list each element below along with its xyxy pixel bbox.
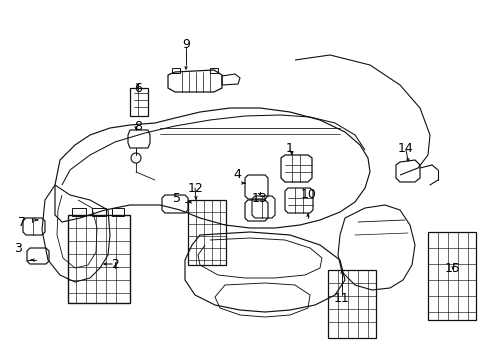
Text: 14: 14: [397, 141, 413, 154]
Bar: [172, 68, 180, 73]
Text: 5: 5: [173, 192, 181, 204]
Text: 3: 3: [14, 242, 22, 255]
Text: 8: 8: [134, 120, 142, 132]
Text: 1: 1: [285, 141, 293, 154]
Bar: [327, 270, 375, 338]
Text: 7: 7: [18, 216, 26, 229]
Bar: [427, 232, 475, 320]
Bar: [72, 208, 86, 216]
Bar: [209, 68, 218, 73]
Text: 13: 13: [252, 192, 267, 204]
Bar: [112, 208, 124, 216]
Text: 2: 2: [111, 258, 119, 271]
Text: 11: 11: [333, 292, 349, 305]
Text: 4: 4: [233, 168, 241, 181]
Text: 15: 15: [444, 261, 460, 274]
Text: 6: 6: [134, 82, 142, 95]
Bar: [130, 88, 148, 116]
Text: 9: 9: [182, 39, 189, 51]
Bar: [187, 200, 225, 265]
Text: 12: 12: [188, 181, 203, 194]
Text: 10: 10: [301, 189, 316, 202]
Bar: [92, 208, 106, 216]
Bar: [68, 215, 130, 303]
